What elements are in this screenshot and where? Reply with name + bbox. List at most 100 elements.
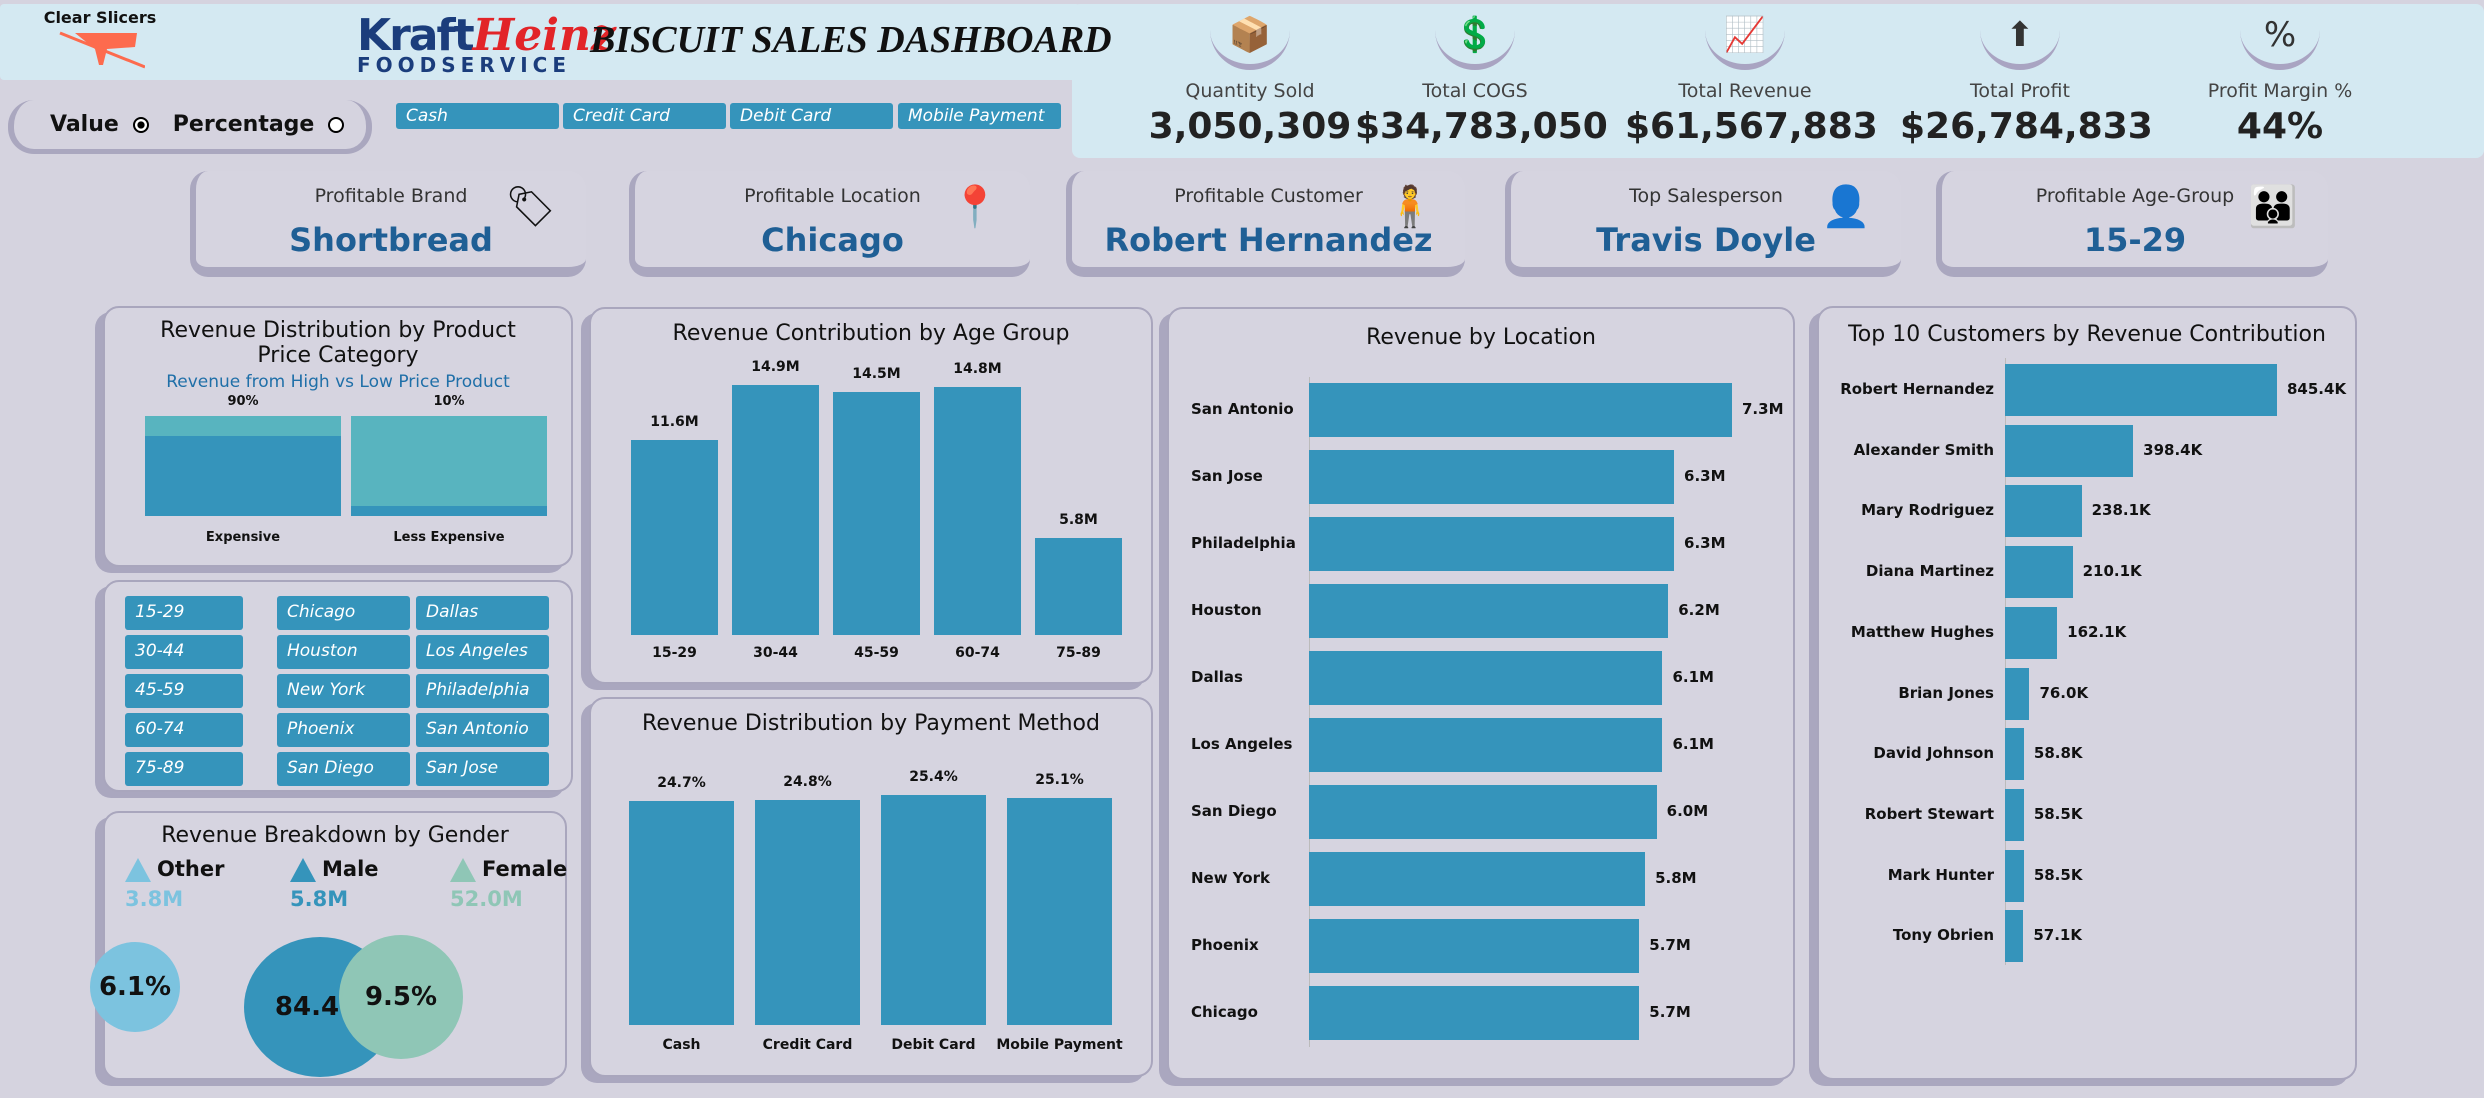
chart-bar xyxy=(1309,584,1669,638)
clear-slicers-label: Clear Slicers xyxy=(43,8,157,27)
logo-kraft: Kraft xyxy=(357,10,475,61)
slicer-location-san-jose[interactable]: San Jose xyxy=(416,752,549,786)
card-profitable-age-group: Profitable Age-Group 15-29 👪 xyxy=(1936,171,2328,277)
bar-value-label: 5.7M xyxy=(1649,936,1691,954)
bar-value-label: 6.3M xyxy=(1684,467,1726,485)
gender-bubble-other: 6.1% xyxy=(90,942,180,1032)
slicer-location-houston[interactable]: Houston xyxy=(277,635,410,669)
kpi-label: Total COGS xyxy=(1422,80,1528,102)
slicer-location-san-antonio[interactable]: San Antonio xyxy=(416,713,549,747)
bar-category-label: Houston xyxy=(1191,601,1262,619)
chart-bar xyxy=(732,385,819,635)
card-profitable-location: Profitable Location Chicago 📍 xyxy=(629,171,1030,277)
bar-category-label: New York xyxy=(1191,869,1270,887)
bar-value-label: 11.6M xyxy=(650,414,699,431)
header-band xyxy=(0,4,1080,80)
bar-value-label: 6.0M xyxy=(1666,802,1709,820)
bar-category-label: Phoenix xyxy=(1191,936,1259,954)
value-radio[interactable] xyxy=(132,116,149,133)
percentage-radio[interactable] xyxy=(328,116,345,133)
value-radio-label: Value xyxy=(50,112,119,137)
slicer-location-chicago[interactable]: Chicago xyxy=(277,596,410,630)
slicer-debit-card[interactable]: Debit Card xyxy=(730,103,893,129)
salesperson-icon: 👤 xyxy=(1821,184,1871,230)
price-category-label: Expensive xyxy=(205,530,281,545)
chart-bar xyxy=(2005,788,2024,841)
chart-bar xyxy=(631,440,718,635)
bar-category-label: San Jose xyxy=(1191,467,1263,485)
bar-category-label: Alexander Smith xyxy=(1853,440,1994,459)
bar-value-label: 5.8M xyxy=(1059,511,1098,528)
chart-bar xyxy=(1309,450,1675,504)
chart-bar xyxy=(2005,667,2030,720)
kpi-value: $26,784,833 xyxy=(1900,106,2153,147)
bar-value-label: 162.1K xyxy=(2067,622,2127,641)
clear-slicers-button[interactable]: Clear Slicers xyxy=(40,8,160,75)
slicer-location-los-angeles[interactable]: Los Angeles xyxy=(416,635,549,669)
percentage-radio-label: Percentage xyxy=(172,112,315,137)
kpi-icon: % xyxy=(2240,10,2320,70)
gender-pct: 9.5% xyxy=(364,982,438,1012)
card-profitable-customer: Profitable Customer Robert Hernandez 🧍 xyxy=(1066,171,1465,277)
gender-title: Revenue Breakdown by Gender xyxy=(161,823,509,848)
slicer-age-15-29[interactable]: 15-29 xyxy=(125,596,243,630)
chart-bar xyxy=(1309,919,1640,973)
gender-panel: Revenue Breakdown by Gender Other 3.8M 6.1… xyxy=(90,811,568,1080)
payment-method-chart: Revenue Distribution by Payment Method 24… xyxy=(589,697,1153,1077)
slicer-location-san-diego[interactable]: San Diego xyxy=(277,752,410,786)
gender-amount: 52.0M xyxy=(450,887,523,911)
slicer-location-dallas[interactable]: Dallas xyxy=(416,596,549,630)
slicer-age-60-74[interactable]: 60-74 xyxy=(125,713,243,747)
logo-foodservice: FOODSERVICE xyxy=(357,53,571,77)
chart-bar xyxy=(1309,651,1663,705)
chart-bar xyxy=(1309,852,1646,906)
card-label: Top Salesperson xyxy=(1629,185,1783,207)
bar-value-label: 58.5K xyxy=(2033,804,2083,823)
bar-category-label: 45-59 xyxy=(854,645,899,661)
slicer-location-new-york[interactable]: New York xyxy=(277,674,410,708)
slicer-credit-card[interactable]: Credit Card xyxy=(563,103,726,129)
bar-value-label: 845.4K xyxy=(2287,380,2347,398)
slicer-location-phoenix[interactable]: Phoenix xyxy=(277,713,410,747)
slicer-cash[interactable]: Cash xyxy=(396,103,559,129)
bar-category-label: 30-44 xyxy=(753,645,798,661)
chart-bar xyxy=(833,391,920,635)
chart-bar xyxy=(1309,383,1732,437)
card-label: Profitable Location xyxy=(744,185,921,207)
kpi-total-revenue: 📈 Total Revenue $61,567,883 xyxy=(1625,10,1878,147)
bar-value-label: 5.7M xyxy=(1649,1003,1691,1021)
card-value: Robert Hernandez xyxy=(1104,221,1433,259)
bar-category-label: Philadelphia xyxy=(1191,534,1296,552)
slicer-age-30-44[interactable]: 30-44 xyxy=(125,635,243,669)
bar-value-label: 5.8M xyxy=(1655,869,1697,887)
slicer-age-75-89[interactable]: 75-89 xyxy=(125,752,243,786)
bar-category-label: Mobile Payment xyxy=(996,1037,1123,1053)
chart-bar xyxy=(2005,546,2073,599)
bar-category-label: Robert Hernandez xyxy=(1840,380,1994,398)
bar-value-label: 14.8M xyxy=(953,360,1002,377)
age-location-slicer-panel: 15-29 30-44 45-59 60-74 75-89 Chicago Dallas Ho… xyxy=(103,580,573,792)
kpi-value: 3,050,309 xyxy=(1148,106,1352,147)
bar-category-label: Chicago xyxy=(1191,1003,1258,1021)
bar-category-label: Robert Stewart xyxy=(1864,804,1994,823)
chart-title: Revenue by Location xyxy=(1366,325,1596,350)
clear-filter-icon xyxy=(59,31,146,69)
chart-bar xyxy=(934,386,1021,635)
card-value: Chicago xyxy=(761,221,904,259)
bar-category-label: Debit Card xyxy=(891,1037,976,1053)
bar-value-label: 14.5M xyxy=(852,365,901,382)
price-category-label: Less Expensive xyxy=(393,530,505,545)
slicer-mobile-payment[interactable]: Mobile Payment xyxy=(898,103,1061,129)
kpi-value: $61,567,883 xyxy=(1625,106,1878,147)
slicer-location-philadelphia[interactable]: Philadelphia xyxy=(416,674,549,708)
kpi-value: 44% xyxy=(2236,106,2324,147)
age-group-chart: Revenue Contribution by Age Group 11.6M 15… xyxy=(589,307,1153,684)
card-value: Shortbread xyxy=(289,221,493,259)
slicer-age-45-59[interactable]: 45-59 xyxy=(125,674,243,708)
bar-value-label: 76.0K xyxy=(2039,683,2089,702)
kpi-label: Total Profit xyxy=(1970,80,2070,102)
price-bar-bg xyxy=(351,416,547,516)
gender-legend-female: Female xyxy=(482,857,568,881)
location-chart: Revenue by Location San Antonio 7.3M San Jo… xyxy=(1167,307,1795,1080)
gender-bubble-female: 9.5% xyxy=(339,935,463,1059)
